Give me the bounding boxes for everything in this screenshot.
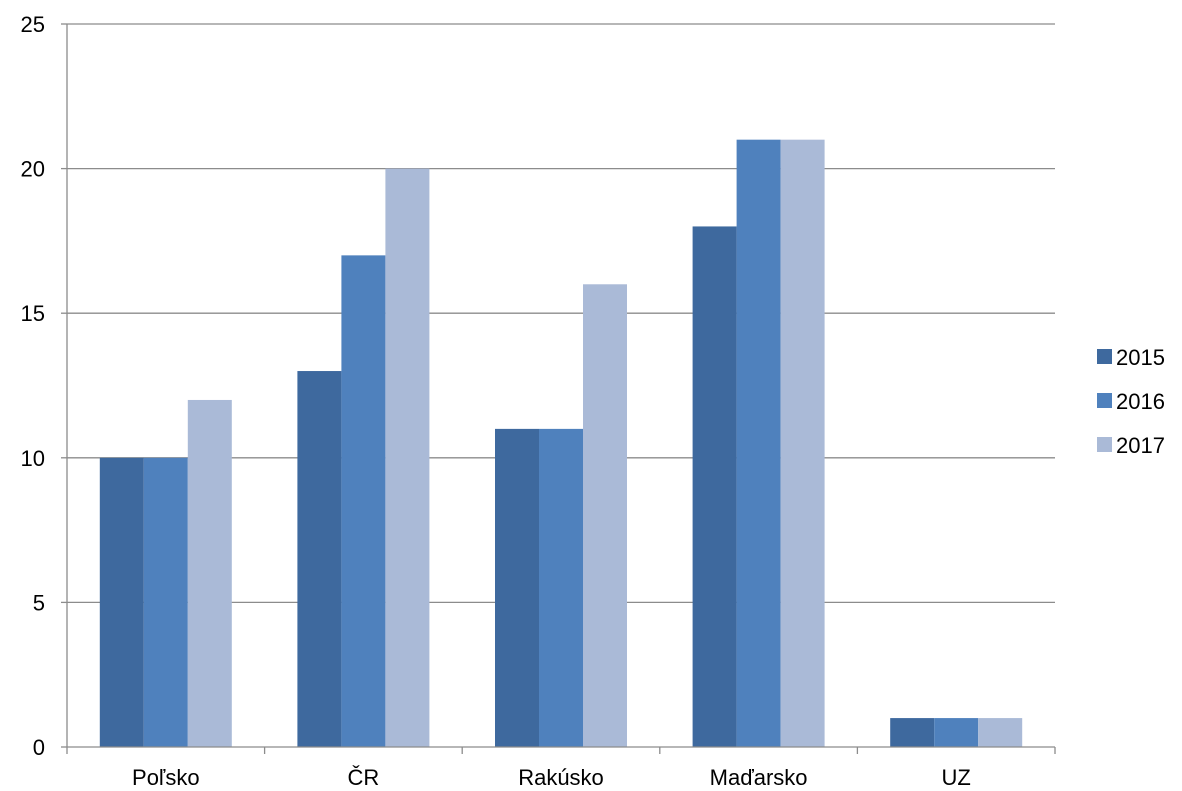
bar-2016-4 <box>934 718 979 747</box>
bar-2016-0 <box>143 457 188 747</box>
legend-label: 2015 <box>1116 345 1165 370</box>
legend-swatch-2016 <box>1097 393 1112 408</box>
y-tick-label: 0 <box>33 735 45 760</box>
legend-label: 2016 <box>1116 389 1165 414</box>
y-tick-label: 20 <box>21 157 45 182</box>
bars <box>99 139 1023 748</box>
bar-2017-0 <box>187 399 232 747</box>
legend-swatch-2015 <box>1097 349 1112 364</box>
bar-2017-1 <box>385 168 430 748</box>
y-tick-label: 10 <box>21 446 45 471</box>
x-tick-label: Poľsko <box>132 765 200 790</box>
y-tick-label: 25 <box>21 12 45 37</box>
legend-swatch-2017 <box>1097 437 1112 452</box>
x-tick-label: ČR <box>348 765 380 790</box>
x-axis-tick-labels: Poľsko ČR Rakúsko Maďarsko UZ <box>132 765 971 790</box>
bar-2016-3 <box>736 139 781 747</box>
axes <box>61 23 1056 754</box>
y-tick-label: 15 <box>21 301 45 326</box>
bar-2016-2 <box>539 428 583 747</box>
bar-2017-2 <box>583 284 627 747</box>
bar-2017-4 <box>978 718 1023 747</box>
y-axis-tick-labels: 0 5 10 15 20 25 <box>21 12 45 760</box>
bar-2015-0 <box>99 457 144 747</box>
bar-2015-1 <box>297 371 342 747</box>
y-tick-label: 5 <box>33 590 45 615</box>
x-tick-label: Rakúsko <box>518 765 604 790</box>
legend-label: 2017 <box>1116 433 1165 458</box>
bar-2017-3 <box>780 139 825 747</box>
bar-2015-4 <box>890 718 935 747</box>
x-tick-label: Maďarsko <box>710 765 808 790</box>
legend: 2015 2016 2017 <box>1097 345 1165 458</box>
x-tick-label: UZ <box>942 765 971 790</box>
bar-2016-1 <box>341 255 386 748</box>
bar-2015-2 <box>495 428 539 747</box>
bar-2015-3 <box>692 226 737 747</box>
